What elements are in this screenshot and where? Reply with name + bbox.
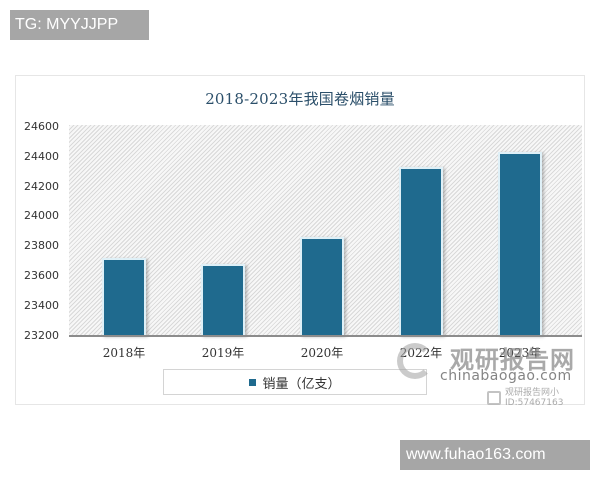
bar-2022 [399, 167, 443, 336]
watermark-id-line2: ID:57467163 [505, 398, 564, 408]
chart-legend: 销量（亿支） [163, 369, 427, 395]
x-axis-line [69, 335, 582, 337]
y-tick-label: 24000 [24, 209, 59, 222]
y-tick-label: 23400 [24, 299, 59, 312]
bar-2020 [300, 237, 344, 336]
y-tick-label: 24600 [24, 120, 59, 133]
x-tick-label: 2019年 [201, 346, 245, 360]
bar-2023 [498, 152, 542, 336]
x-tick-label: 2023年 [498, 346, 542, 360]
watermark-brand-en: chinabaogao.com [440, 368, 572, 384]
watermark-brand-cn: 观研报告网 [450, 346, 575, 374]
tg-watermark-badge: TG: MYYJJPP [10, 10, 149, 40]
legend-swatch-icon [249, 378, 257, 386]
site-watermark-badge: www.fuhao163.com [400, 440, 590, 470]
y-tick-label: 23200 [24, 329, 59, 342]
x-tick-label: 2020年 [300, 346, 344, 360]
bar-2019 [201, 264, 245, 336]
legend-label: 销量（亿支） [262, 376, 341, 392]
x-tick-label: 2018年 [102, 346, 146, 360]
y-tick-label: 23600 [24, 269, 59, 282]
chart-title: 2018-2023年我国卷烟销量 [205, 90, 395, 108]
watermark-account-icon [487, 391, 501, 405]
bar-2018 [102, 258, 146, 336]
y-tick-label: 23800 [24, 239, 59, 252]
plot-area [69, 125, 582, 336]
watermark-id-text: 观研报告网小 ID:57467163 [505, 388, 563, 408]
watermark-id-line1: 观研报告网小 [505, 388, 560, 398]
chart-container: 2018-2023年我国卷烟销量 24600 24400 24200 24000… [15, 75, 585, 405]
y-tick-label: 24400 [24, 150, 59, 163]
y-tick-label: 24200 [24, 180, 59, 193]
watermark-logo-icon [397, 343, 433, 379]
